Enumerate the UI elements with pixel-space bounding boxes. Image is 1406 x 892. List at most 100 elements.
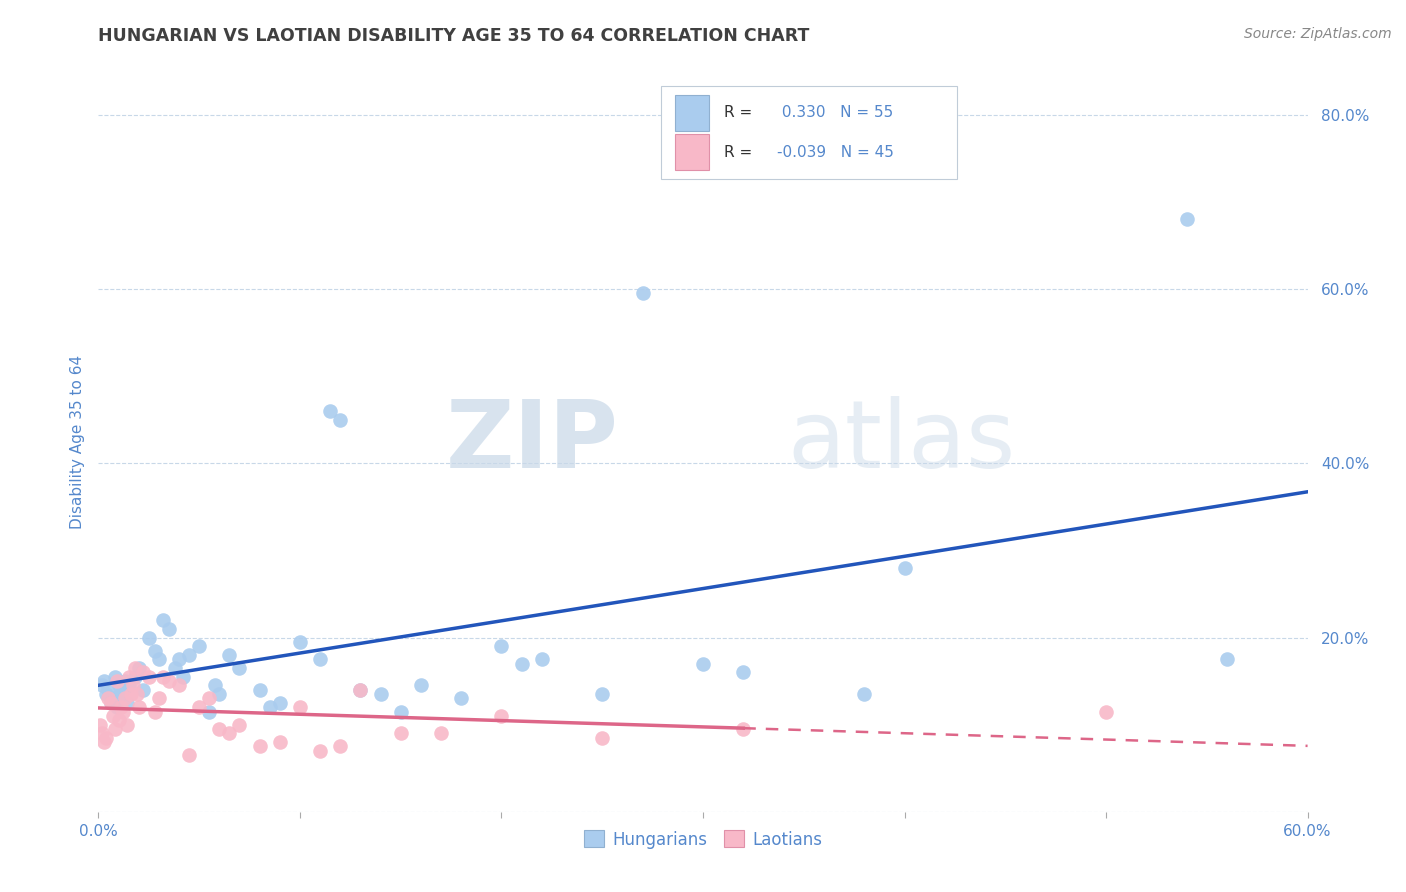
Point [288, 700, 311, 714]
Point [105, 700, 128, 714]
Point [631, 286, 654, 301]
Point [349, 682, 371, 697]
Point [103, 722, 125, 736]
Point [91, 678, 114, 692]
Point [893, 561, 915, 575]
Point [157, 622, 180, 636]
Point [179, 748, 201, 763]
FancyBboxPatch shape [661, 87, 957, 178]
Point [105, 674, 128, 689]
Point [125, 687, 148, 701]
Point [111, 682, 134, 697]
Point [163, 661, 186, 675]
Point [107, 678, 129, 692]
Point [96, 731, 118, 745]
Point [692, 657, 714, 671]
Point [167, 678, 190, 692]
Point [138, 631, 160, 645]
Point [259, 700, 281, 714]
Point [148, 652, 170, 666]
Point [188, 639, 211, 653]
FancyBboxPatch shape [675, 95, 709, 130]
Point [100, 696, 122, 710]
Point [179, 648, 201, 662]
Point [124, 661, 146, 675]
Point [157, 674, 180, 689]
Point [89, 717, 111, 731]
Text: R =: R = [724, 104, 752, 120]
Point [409, 678, 432, 692]
Point [101, 691, 124, 706]
Point [1175, 212, 1198, 227]
Point [349, 682, 371, 697]
Point [114, 691, 136, 706]
Point [208, 722, 231, 736]
Point [288, 635, 311, 649]
Point [853, 687, 876, 701]
Point [733, 722, 755, 736]
Point [143, 705, 166, 719]
FancyBboxPatch shape [675, 135, 709, 169]
Text: HUNGARIAN VS LAOTIAN DISABILITY AGE 35 TO 64 CORRELATION CHART: HUNGARIAN VS LAOTIAN DISABILITY AGE 35 T… [98, 27, 810, 45]
Point [218, 726, 240, 740]
Point [121, 678, 143, 692]
Point [120, 687, 142, 701]
Point [319, 404, 342, 418]
Text: 0.330   N = 55: 0.330 N = 55 [776, 104, 893, 120]
Point [249, 739, 271, 754]
Y-axis label: Disability Age 35 to 64: Disability Age 35 to 64 [69, 354, 84, 529]
Point [132, 682, 155, 697]
Point [591, 731, 613, 745]
Point [93, 674, 115, 689]
Point [152, 613, 174, 627]
Point [269, 735, 291, 749]
Point [249, 682, 271, 697]
Point [110, 700, 132, 714]
Point [91, 726, 114, 740]
Point [132, 665, 155, 680]
Point [269, 696, 291, 710]
Point [148, 691, 170, 706]
Point [111, 705, 134, 719]
Point [329, 739, 352, 754]
Point [138, 670, 160, 684]
Point [97, 691, 120, 706]
Text: Source: ZipAtlas.com: Source: ZipAtlas.com [1244, 27, 1392, 41]
Point [188, 700, 211, 714]
Point [107, 713, 129, 727]
Point [208, 687, 231, 701]
Point [389, 726, 412, 740]
Point [118, 678, 141, 692]
Point [97, 682, 120, 697]
Point [228, 661, 250, 675]
Point [450, 691, 472, 706]
Legend: Hungarians, Laotians: Hungarians, Laotians [578, 823, 828, 855]
Point [128, 661, 150, 675]
Point [491, 639, 513, 653]
Text: -0.039   N = 45: -0.039 N = 45 [776, 145, 894, 160]
Point [103, 670, 125, 684]
Point [110, 687, 132, 701]
Point [115, 696, 138, 710]
Point [115, 717, 138, 731]
Point [172, 670, 194, 684]
Point [491, 709, 513, 723]
Text: ZIP: ZIP [446, 395, 619, 488]
Point [329, 413, 352, 427]
Point [152, 670, 174, 684]
Point [430, 726, 453, 740]
Point [530, 652, 553, 666]
Point [218, 648, 240, 662]
Point [96, 687, 118, 701]
Point [510, 657, 533, 671]
Point [198, 691, 221, 706]
Point [101, 709, 124, 723]
Point [370, 687, 392, 701]
Point [204, 678, 226, 692]
Point [198, 705, 221, 719]
Point [1216, 652, 1239, 666]
Point [143, 643, 166, 657]
Point [114, 674, 136, 689]
Point [591, 687, 613, 701]
Point [309, 744, 332, 758]
